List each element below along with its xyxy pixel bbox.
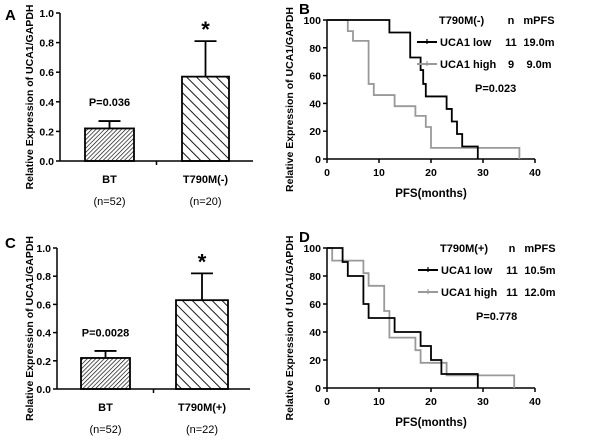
legend-mpfs: 12.0m — [524, 287, 555, 299]
x-tick-label: 0 — [324, 167, 330, 179]
bar-BT — [84, 127, 135, 162]
y-tick-label: 0.4 — [36, 328, 51, 340]
bar-T790M(+) — [175, 299, 229, 390]
x-axis-label: PFS(months) — [395, 188, 467, 200]
y-tick-label: 0.6 — [36, 299, 51, 311]
x-tick-label: 30 — [477, 167, 489, 179]
p-value: P=0.036 — [89, 97, 130, 109]
p-value: P=0.023 — [475, 83, 516, 95]
panel-label: B — [299, 1, 310, 18]
category-label: BT — [98, 402, 113, 414]
x-tick-label: 20 — [425, 167, 437, 179]
y-tick-label: 40 — [309, 327, 321, 339]
y-tick-label: 60 — [309, 299, 321, 311]
y-axis-label: Relative Expression of UCA1/GAPDH — [24, 236, 36, 421]
x-tick-label: 40 — [529, 167, 541, 179]
legend-series-label: UCA1 high — [440, 59, 497, 71]
legend-mpfs: 19.0m — [523, 37, 554, 49]
legend-n-header: n — [509, 243, 516, 255]
legend-mpfs-header: mPFS — [524, 243, 555, 255]
y-tick-label: 0.0 — [39, 156, 54, 168]
legend-n: 11 — [506, 265, 518, 277]
category-n-label: (n=22) — [186, 424, 218, 436]
category-n-label: (n=52) — [93, 196, 125, 208]
y-tick-label: 1.0 — [39, 8, 54, 20]
y-tick-label: 80 — [309, 271, 321, 283]
legend-mpfs: 9.0m — [526, 59, 551, 71]
x-tick-label: 40 — [529, 396, 541, 408]
category-n-label: (n=20) — [189, 196, 221, 208]
x-axis-label: PFS(months) — [395, 417, 467, 429]
legend-series-label: UCA1 high — [441, 287, 498, 299]
y-tick-label: 20 — [309, 355, 321, 367]
legend-n: 11 — [505, 37, 517, 49]
x-tick-label: 10 — [373, 167, 385, 179]
category-n-label: (n=52) — [89, 424, 121, 436]
km-curve-uca1-low — [327, 247, 479, 388]
legend-mpfs-header: mPFS — [523, 15, 554, 27]
category-label: BT — [102, 174, 117, 186]
y-tick-label: 0.4 — [39, 97, 54, 109]
legend-n: 9 — [508, 59, 514, 71]
legend-mpfs: 10.5m — [524, 265, 555, 277]
x-tick-label: 10 — [373, 396, 385, 408]
y-tick-label: 1.0 — [36, 243, 51, 255]
p-value: P=0.0028 — [82, 328, 129, 340]
x-tick-label: 20 — [425, 396, 437, 408]
p-value: P=0.778 — [476, 311, 517, 323]
y-tick-label: 0 — [315, 154, 321, 166]
y-tick-label: 0 — [315, 383, 321, 395]
category-label: T790M(+) — [178, 402, 226, 414]
y-axis-label: Relative Expression of UCA1/GAPDH — [24, 5, 36, 190]
y-axis-label: Relative Expression of UCA1/GAPDH — [284, 7, 296, 192]
y-tick-label: 80 — [309, 43, 321, 55]
y-tick-label: 40 — [309, 98, 321, 110]
y-tick-label: 0.8 — [36, 271, 51, 283]
y-tick-label: 100 — [303, 243, 321, 255]
legend-title: T790M(-) — [439, 15, 485, 27]
bar-T790M(-) — [181, 75, 230, 162]
legend-series-label: UCA1 low — [441, 265, 493, 277]
panel-label: A — [5, 7, 16, 24]
legend-n: 11 — [506, 287, 518, 299]
y-axis-label: Relative Expression of UCA1/GAPDH — [284, 236, 296, 421]
km-curve-uca1-low — [327, 19, 479, 159]
x-tick-label: 0 — [324, 396, 330, 408]
panel-label: D — [299, 229, 310, 246]
y-tick-label: 0.0 — [36, 384, 51, 396]
bar-BT — [80, 357, 131, 390]
y-tick-label: 0.2 — [36, 356, 51, 368]
y-tick-label: 20 — [309, 126, 321, 138]
legend-title: T790M(+) — [440, 243, 488, 255]
km-curve-uca1-high — [327, 19, 521, 159]
y-tick-label: 60 — [309, 71, 321, 83]
legend-n-header: n — [508, 15, 515, 27]
km-curve-uca1-high — [327, 247, 516, 388]
panel-label: C — [5, 235, 16, 252]
x-tick-label: 30 — [477, 396, 489, 408]
significance-star: * — [198, 249, 207, 274]
y-tick-label: 0.2 — [39, 126, 54, 138]
legend-series-label: UCA1 low — [440, 37, 492, 49]
y-tick-label: 100 — [303, 15, 321, 27]
significance-star: * — [201, 17, 210, 42]
y-tick-label: 0.6 — [39, 67, 54, 79]
y-tick-label: 0.8 — [39, 38, 54, 50]
category-label: T790M(-) — [183, 174, 229, 186]
